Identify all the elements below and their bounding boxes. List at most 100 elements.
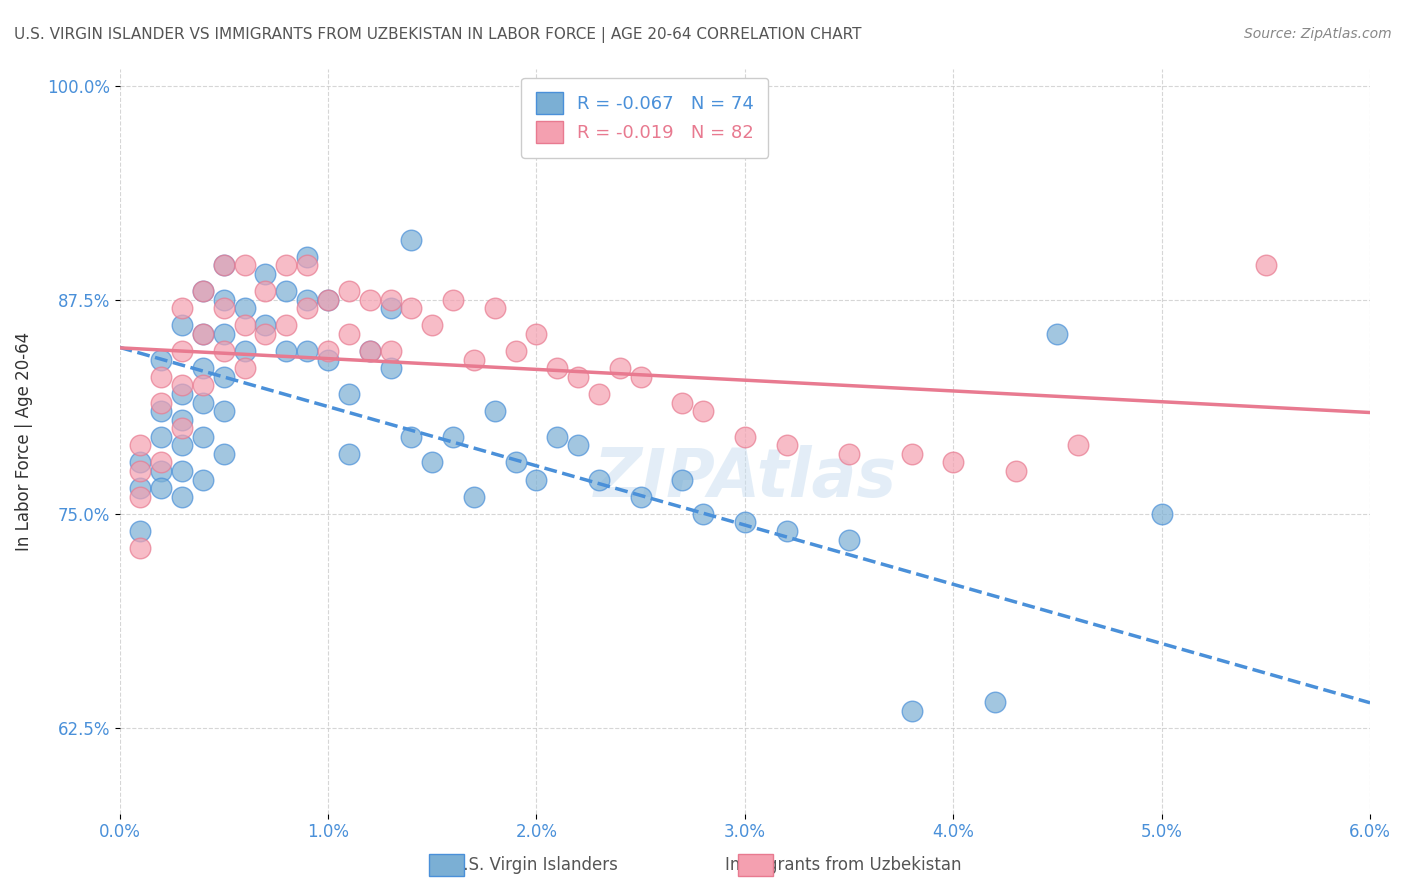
- U.S. Virgin Islanders: [129, 481, 152, 495]
- U.S. Virgin Islanders: [505, 455, 527, 469]
- U.S. Virgin Islanders: [172, 387, 194, 401]
- U.S. Virgin Islanders: [212, 404, 235, 418]
- Immigrants from Uzbekistan: [129, 490, 152, 504]
- Immigrants from Uzbekistan: [942, 455, 965, 469]
- U.S. Virgin Islanders: [1046, 326, 1069, 341]
- Immigrants from Uzbekistan: [191, 326, 214, 341]
- Immigrants from Uzbekistan: [526, 326, 548, 341]
- U.S. Virgin Islanders: [441, 430, 464, 444]
- Immigrants from Uzbekistan: [692, 404, 714, 418]
- Immigrants from Uzbekistan: [900, 447, 922, 461]
- U.S. Virgin Islanders: [295, 344, 318, 359]
- U.S. Virgin Islanders: [380, 301, 402, 316]
- Immigrants from Uzbekistan: [150, 455, 173, 469]
- U.S. Virgin Islanders: [420, 455, 443, 469]
- U.S. Virgin Islanders: [150, 352, 173, 367]
- Immigrants from Uzbekistan: [337, 326, 360, 341]
- Immigrants from Uzbekistan: [359, 293, 381, 307]
- Text: ZIPAtlas: ZIPAtlas: [593, 445, 897, 511]
- U.S. Virgin Islanders: [254, 318, 277, 333]
- U.S. Virgin Islanders: [401, 233, 423, 247]
- U.S. Virgin Islanders: [233, 344, 256, 359]
- Immigrants from Uzbekistan: [609, 361, 631, 376]
- Text: U.S. VIRGIN ISLANDER VS IMMIGRANTS FROM UZBEKISTAN IN LABOR FORCE | AGE 20-64 CO: U.S. VIRGIN ISLANDER VS IMMIGRANTS FROM …: [14, 27, 862, 43]
- U.S. Virgin Islanders: [233, 301, 256, 316]
- Immigrants from Uzbekistan: [380, 344, 402, 359]
- Immigrants from Uzbekistan: [172, 301, 194, 316]
- U.S. Virgin Islanders: [775, 524, 797, 538]
- U.S. Virgin Islanders: [380, 361, 402, 376]
- Immigrants from Uzbekistan: [1004, 464, 1026, 478]
- U.S. Virgin Islanders: [150, 404, 173, 418]
- U.S. Virgin Islanders: [150, 481, 173, 495]
- U.S. Virgin Islanders: [401, 430, 423, 444]
- U.S. Virgin Islanders: [1317, 875, 1340, 889]
- Immigrants from Uzbekistan: [463, 352, 485, 367]
- U.S. Virgin Islanders: [172, 412, 194, 426]
- Immigrants from Uzbekistan: [775, 438, 797, 452]
- U.S. Virgin Islanders: [212, 259, 235, 273]
- U.S. Virgin Islanders: [588, 473, 610, 487]
- U.S. Virgin Islanders: [191, 284, 214, 298]
- Immigrants from Uzbekistan: [172, 344, 194, 359]
- U.S. Virgin Islanders: [276, 344, 298, 359]
- Immigrants from Uzbekistan: [484, 301, 506, 316]
- Immigrants from Uzbekistan: [505, 344, 527, 359]
- U.S. Virgin Islanders: [900, 704, 922, 718]
- Immigrants from Uzbekistan: [254, 284, 277, 298]
- Immigrants from Uzbekistan: [129, 464, 152, 478]
- Legend: R = -0.067   N = 74, R = -0.019   N = 82: R = -0.067 N = 74, R = -0.019 N = 82: [522, 78, 769, 158]
- U.S. Virgin Islanders: [295, 250, 318, 264]
- Immigrants from Uzbekistan: [172, 421, 194, 435]
- Immigrants from Uzbekistan: [380, 293, 402, 307]
- U.S. Virgin Islanders: [212, 447, 235, 461]
- U.S. Virgin Islanders: [212, 293, 235, 307]
- U.S. Virgin Islanders: [191, 430, 214, 444]
- U.S. Virgin Islanders: [692, 507, 714, 521]
- U.S. Virgin Islanders: [295, 293, 318, 307]
- U.S. Virgin Islanders: [316, 293, 339, 307]
- Immigrants from Uzbekistan: [671, 395, 693, 409]
- Immigrants from Uzbekistan: [441, 293, 464, 307]
- Text: Immigrants from Uzbekistan: Immigrants from Uzbekistan: [725, 856, 962, 874]
- U.S. Virgin Islanders: [734, 516, 756, 530]
- Immigrants from Uzbekistan: [1067, 438, 1090, 452]
- U.S. Virgin Islanders: [630, 490, 652, 504]
- U.S. Virgin Islanders: [191, 473, 214, 487]
- Immigrants from Uzbekistan: [150, 369, 173, 384]
- Immigrants from Uzbekistan: [212, 301, 235, 316]
- U.S. Virgin Islanders: [359, 344, 381, 359]
- Immigrants from Uzbekistan: [546, 361, 568, 376]
- U.S. Virgin Islanders: [337, 447, 360, 461]
- Text: Source: ZipAtlas.com: Source: ZipAtlas.com: [1244, 27, 1392, 41]
- Immigrants from Uzbekistan: [295, 301, 318, 316]
- Immigrants from Uzbekistan: [359, 344, 381, 359]
- U.S. Virgin Islanders: [316, 352, 339, 367]
- U.S. Virgin Islanders: [191, 326, 214, 341]
- U.S. Virgin Islanders: [129, 455, 152, 469]
- Immigrants from Uzbekistan: [420, 318, 443, 333]
- U.S. Virgin Islanders: [484, 404, 506, 418]
- Immigrants from Uzbekistan: [401, 301, 423, 316]
- U.S. Virgin Islanders: [150, 430, 173, 444]
- Immigrants from Uzbekistan: [233, 318, 256, 333]
- U.S. Virgin Islanders: [984, 695, 1007, 709]
- U.S. Virgin Islanders: [172, 438, 194, 452]
- U.S. Virgin Islanders: [172, 490, 194, 504]
- Immigrants from Uzbekistan: [233, 361, 256, 376]
- U.S. Virgin Islanders: [254, 267, 277, 281]
- U.S. Virgin Islanders: [567, 438, 589, 452]
- U.S. Virgin Islanders: [1150, 507, 1173, 521]
- U.S. Virgin Islanders: [191, 395, 214, 409]
- U.S. Virgin Islanders: [172, 318, 194, 333]
- U.S. Virgin Islanders: [129, 524, 152, 538]
- Immigrants from Uzbekistan: [838, 447, 860, 461]
- Immigrants from Uzbekistan: [316, 344, 339, 359]
- Immigrants from Uzbekistan: [129, 438, 152, 452]
- U.S. Virgin Islanders: [671, 473, 693, 487]
- Immigrants from Uzbekistan: [129, 541, 152, 555]
- U.S. Virgin Islanders: [463, 490, 485, 504]
- U.S. Virgin Islanders: [526, 473, 548, 487]
- U.S. Virgin Islanders: [546, 430, 568, 444]
- Immigrants from Uzbekistan: [276, 318, 298, 333]
